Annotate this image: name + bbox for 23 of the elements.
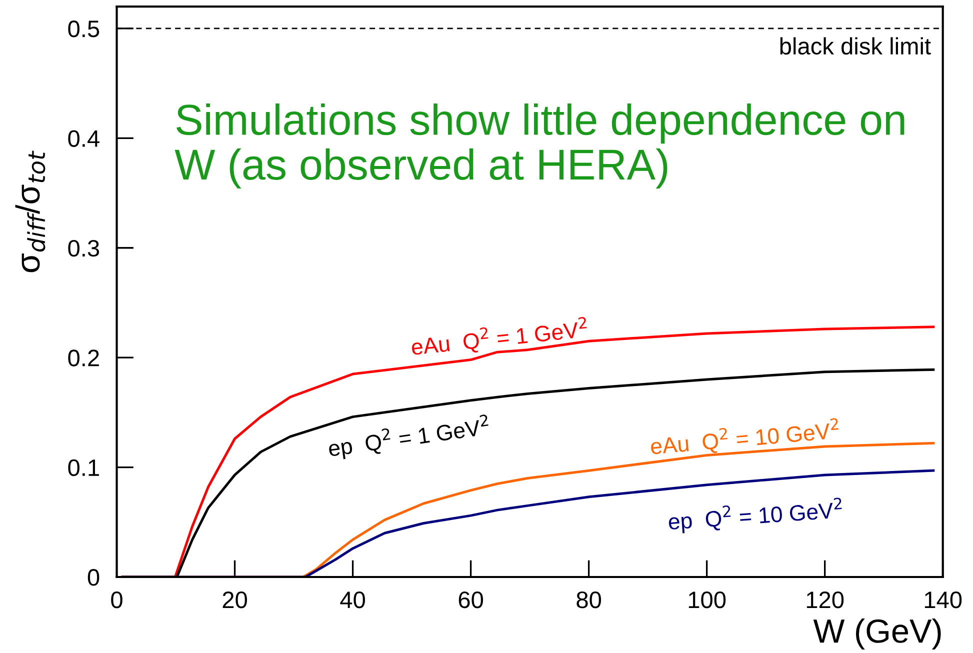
y-tick-label: 0.5 (68, 20, 100, 38)
ref-line-label: black disk limit (780, 37, 931, 55)
annotation: ep Q$^{2}$ = 10 GeV$^{2}$ (668, 497, 843, 534)
line-series (121, 469, 935, 577)
x-tick-label: 40 (340, 592, 365, 608)
x-tick-label: 20 (222, 592, 247, 608)
y-tick-label: 0.3 (68, 240, 100, 257)
y-tick-label: 0 (88, 569, 100, 586)
y-tick-label: 0.4 (68, 130, 100, 147)
y-tick-label: 0.2 (68, 350, 99, 366)
x-tick-label: 0 (111, 592, 122, 608)
x-tick-label: 80 (576, 592, 602, 608)
x-tick-label: 120 (806, 592, 844, 608)
annotation: ep Q$^{2}$ = 1 GeV$^{2}$ (327, 414, 490, 462)
annotation: eAu Q$^{2}$ = 10 GeV$^{2}$ (650, 418, 840, 458)
annotation: Simulations show little dependence on W (as observed at HERA) (174, 104, 904, 188)
y-axis-title: σ$_{diff}$/σ$_{tot}$ (15, 150, 46, 272)
x-tick-label: 60 (458, 592, 483, 608)
y-tick-label: 0.1 (68, 459, 99, 476)
x-axis-title: W (GeV) (813, 618, 941, 650)
x-tick-label: 100 (688, 592, 726, 608)
x-tick-label: 140 (924, 592, 962, 608)
annotation: eAu Q$^{2}$ = 1 GeV$^{2}$ (410, 316, 588, 360)
